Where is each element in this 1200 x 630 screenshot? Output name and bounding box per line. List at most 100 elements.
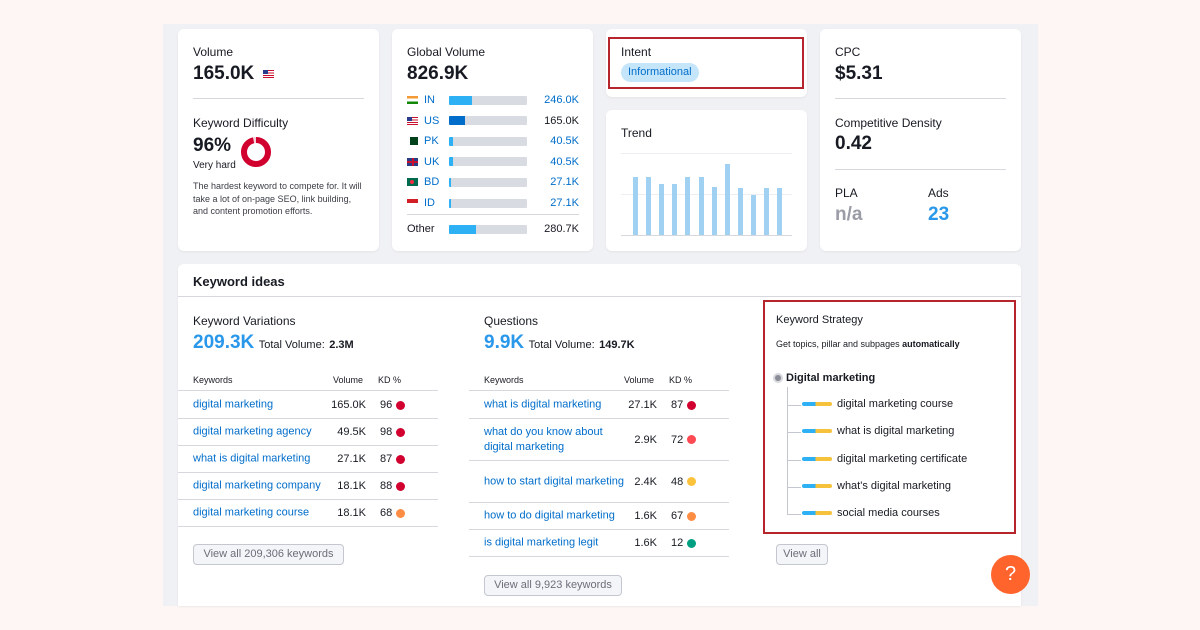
topic-bar-icon (802, 402, 832, 406)
country-row: UK 40.5K (407, 154, 579, 170)
volume-card: Volume 165.0K Keyword Difficulty 96% Ver… (178, 29, 379, 251)
keyword-volume: 1.6K (634, 510, 657, 522)
kd-column-header[interactable]: KD % (669, 375, 693, 385)
divider (835, 98, 1006, 99)
country-volume[interactable]: 27.1K (550, 176, 579, 189)
trend-bar (698, 176, 704, 235)
country-volume[interactable]: 246.0K (544, 94, 579, 106)
tree-branch (787, 459, 801, 461)
country-code[interactable]: UK (424, 155, 440, 168)
country-volume[interactable]: 27.1K (550, 197, 579, 209)
keyword-volume: 18.1K (337, 480, 366, 492)
kd-value: 68 (380, 507, 393, 519)
kd-dot-icon (396, 400, 406, 410)
view-all-variations-button[interactable]: View all 209,306 keywords (193, 544, 344, 565)
keyword-link[interactable]: how to do digital marketing (484, 509, 615, 522)
country-code[interactable]: PK (424, 135, 439, 148)
table-row: is digital marketing legit 1.6K 12 (469, 530, 729, 557)
strategy-root[interactable]: Digital marketing (786, 372, 876, 384)
volume-label: Volume (193, 45, 234, 59)
keyword-volume: 27.1K (628, 399, 657, 411)
trend-bar (685, 176, 691, 235)
kd-dot-icon (687, 511, 697, 521)
tree-root-dot-icon (775, 375, 781, 381)
strategy-item[interactable]: digital marketing certificate (802, 453, 967, 465)
strategy-item-label: digital marketing certificate (837, 452, 968, 465)
variations-total-label: Total Volume: (258, 339, 325, 351)
trend-bar (672, 183, 678, 235)
keyword-link[interactable]: digital marketing company (193, 479, 321, 492)
keyword-link[interactable]: digital marketing agency (193, 425, 312, 438)
keyword-volume: 18.1K (337, 507, 366, 519)
keyword-link[interactable]: digital marketing (193, 398, 274, 411)
kd-dot-icon (687, 477, 697, 487)
variations-count[interactable]: 209.3K (193, 332, 255, 353)
kd-dot-icon (687, 538, 697, 548)
keyword-link[interactable]: digital marketing course (193, 506, 310, 519)
keyword-link[interactable]: what do you know about digital marketing (484, 425, 603, 453)
intent-badge[interactable]: Informational (621, 63, 699, 82)
ads-value[interactable]: 23 (928, 204, 950, 225)
global-volume-card: Global Volume 826.9K IN 246.0K US 165.0K… (392, 29, 593, 251)
tree-branch (787, 405, 801, 406)
table-header: Keywords Volume KD % (469, 371, 729, 391)
ads-label: Ads (928, 186, 949, 200)
keywords-column-header[interactable]: Keywords (484, 375, 524, 385)
kd-column-header[interactable]: KD % (378, 375, 402, 385)
view-all-strategy-button[interactable]: View all (776, 544, 828, 565)
country-row: PK 40.5K (407, 133, 579, 149)
country-code[interactable]: US (424, 114, 440, 127)
country-row: ID 27.1K (407, 195, 579, 211)
keyword-volume: 27.1K (337, 453, 366, 465)
country-code[interactable]: IN (424, 94, 435, 106)
keyword-kd: 72 (671, 434, 697, 446)
pla-label: PLA (835, 186, 858, 200)
kd-value: 12 (671, 537, 684, 549)
keyword-link[interactable]: what is digital marketing (484, 398, 602, 411)
divider (178, 296, 1021, 297)
country-share-bar (449, 177, 527, 187)
topic-bar-icon (802, 456, 832, 461)
country-code[interactable]: ID (424, 197, 435, 209)
question-icon: ? (1004, 563, 1017, 585)
keyword-link[interactable]: what is digital marketing (193, 452, 311, 465)
table-row: what do you know about digital marketing… (469, 419, 729, 461)
keyword-kd: 67 (671, 510, 697, 522)
trend-chart (621, 153, 792, 236)
keyword-kd: 98 (380, 426, 406, 438)
country-row: BD 27.1K (407, 174, 579, 190)
keyword-link[interactable]: is digital marketing legit (484, 536, 599, 549)
keyword-link[interactable]: how to start digital marketing (484, 475, 625, 487)
variations-title: Keyword Variations (193, 314, 296, 328)
variations-summary: 209.3K Total Volume: 2.3M (193, 332, 354, 354)
trend-bar (737, 187, 743, 235)
strategy-item[interactable]: what's digital marketing (802, 480, 951, 492)
country-share-bar (449, 95, 527, 105)
trend-bar (646, 176, 652, 235)
country-volume[interactable]: 40.5K (550, 155, 579, 168)
country-share-bar (449, 157, 527, 167)
topic-bar-icon (802, 511, 832, 516)
keyword-volume: 2.9K (634, 433, 657, 446)
table-row: digital marketing agency 49.5K 98 (178, 419, 438, 446)
kd-dot-icon (396, 427, 406, 437)
keywords-column-header[interactable]: Keywords (193, 375, 233, 385)
keyword-volume: 49.5K (337, 426, 366, 438)
table-row: digital marketing course 18.1K 68 (178, 500, 438, 527)
tree-branch (787, 486, 801, 488)
country-row: US 165.0K (407, 113, 579, 129)
trend-bar (777, 187, 783, 235)
help-button[interactable]: ? (991, 555, 1030, 594)
kd-description: The hardest keyword to compete for. It w… (193, 181, 362, 216)
volume-column-header[interactable]: Volume (333, 375, 364, 385)
strategy-item[interactable]: what is digital marketing (802, 425, 954, 437)
questions-count[interactable]: 9.9K (484, 332, 525, 353)
volume-column-header[interactable]: Volume (624, 375, 655, 385)
strategy-item[interactable]: digital marketing course (802, 398, 953, 410)
strategy-item[interactable]: social media courses (802, 507, 940, 519)
country-volume[interactable]: 40.5K (550, 135, 579, 148)
country-volume: 165.0K (544, 114, 579, 127)
country-code[interactable]: BD (424, 176, 440, 189)
view-all-questions-button[interactable]: View all 9,923 keywords (484, 575, 622, 596)
density-label: Competitive Density (835, 116, 942, 130)
